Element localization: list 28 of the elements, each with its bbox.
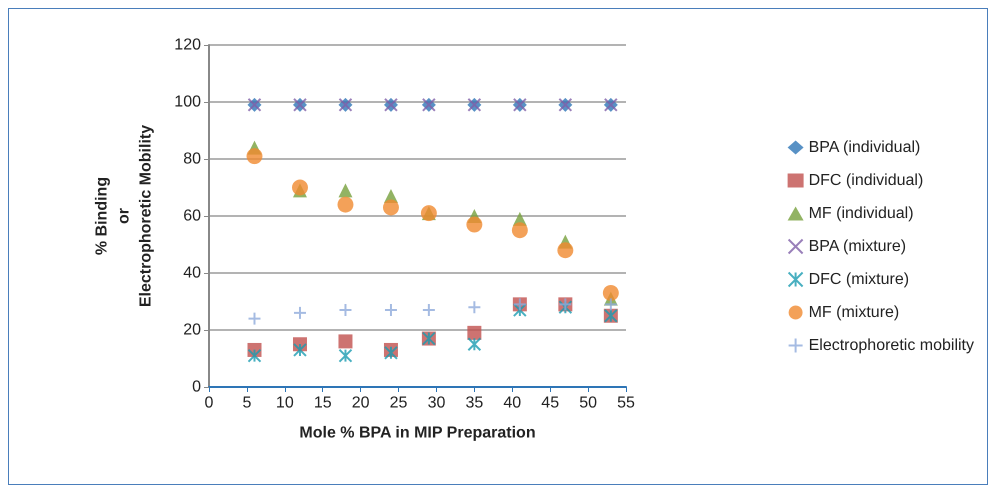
x-axis-title: Mole % BPA in MIP Preparation (299, 424, 536, 442)
y-tick-label: 100 (174, 94, 202, 110)
x-tick-label: 0 (204, 394, 214, 412)
x-tick-label: 40 (503, 394, 522, 412)
x-tick-label: 10 (276, 394, 294, 412)
x-tick-label: 30 (428, 394, 446, 412)
y-tick-label: 0 (192, 378, 202, 396)
x-tick-label: 5 (242, 394, 252, 412)
x-tick-label: 20 (352, 394, 370, 412)
legend-label: MF (mixture) (808, 304, 900, 321)
x-tick-label: 25 (390, 394, 408, 412)
y-tick-label: 60 (183, 208, 202, 224)
legend-label: BPA (mixture) (808, 238, 906, 255)
y-tick-label: 20 (183, 322, 202, 338)
y-axis-title: % Binding or Electrophoretic Mobility (94, 124, 154, 308)
y-tick-label: 120 (174, 36, 202, 54)
x-tick-label: 55 (617, 394, 635, 412)
legend-label: DFC (individual) (808, 172, 924, 189)
legend-label: DFC (mixture) (808, 271, 910, 288)
y-tick-label: 40 (183, 264, 202, 282)
y-tick-label: 80 (183, 150, 202, 168)
x-tick-label: 45 (541, 394, 560, 412)
x-tick-label: 50 (579, 394, 598, 412)
x-tick-label: 35 (465, 394, 484, 412)
legend-label: MF (individual) (808, 205, 914, 222)
legend-label: BPA (individual) (808, 139, 920, 156)
legend-label: Electrophoretic mobility (808, 337, 974, 354)
x-tick-label: 15 (314, 394, 332, 412)
